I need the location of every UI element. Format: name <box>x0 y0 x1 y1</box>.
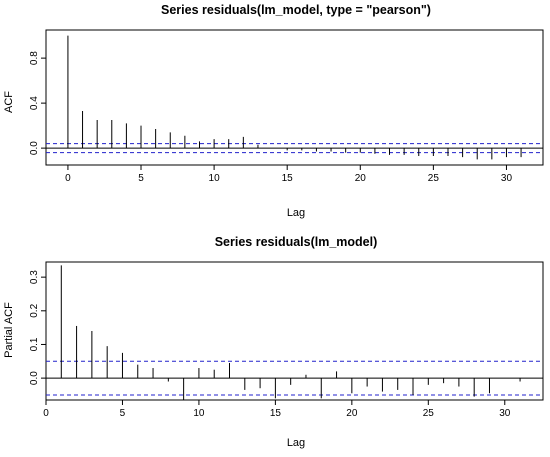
acf-y-axis-label: ACF <box>3 91 15 113</box>
acf-plot-frame <box>45 29 544 166</box>
pacf-x-tick-label: 10 <box>193 408 205 419</box>
acf-confidence-lines <box>46 143 543 154</box>
acf-x-tick-label: 0 <box>65 173 71 184</box>
acf-x-axis-label: Lag <box>287 207 305 219</box>
acf-x-tick-label: 10 <box>209 173 221 184</box>
acf-y-tick-label: 0.4 <box>29 96 40 110</box>
pacf-x-axis-label: Lag <box>287 437 305 449</box>
pacf-y-tick-label: 0.3 <box>29 270 40 284</box>
acf-x-tick-label: 30 <box>501 173 513 184</box>
acf-ticks: 0 5 10 15 20 25 30 0.0 0.4 0.8 <box>29 51 512 184</box>
pacf-y-tick-label: 0.2 <box>29 303 40 317</box>
pacf-x-tick-label: 25 <box>423 408 435 419</box>
pacf-x-tick-label: 20 <box>346 408 358 419</box>
pacf-x-tick-label: 30 <box>499 408 511 419</box>
pacf-x-tick-label: 0 <box>43 408 49 419</box>
pacf-ticks: 0 5 10 15 20 25 30 0.0 0.1 0.2 0.3 <box>29 270 511 419</box>
pacf-x-tick-label: 5 <box>120 408 126 419</box>
acf-x-tick-label: 5 <box>138 173 144 184</box>
acf-y-tick-label: 0.0 <box>29 141 40 155</box>
acf-x-tick-label: 25 <box>428 173 440 184</box>
pacf-chart-title: Series residuals(lm_model) <box>215 235 378 249</box>
acf-x-tick-label: 20 <box>355 173 367 184</box>
pacf-y-tick-label: 0.0 <box>29 371 40 385</box>
pacf-y-tick-label: 0.1 <box>29 337 40 351</box>
pacf-spikes <box>60 265 521 400</box>
acf-y-tick-label: 0.8 <box>29 51 40 65</box>
pacf-confidence-lines <box>46 360 543 396</box>
pacf-panel: Series residuals(lm_model) Lag Partial A… <box>3 235 544 449</box>
acf-panel: Series residuals(lm_model, type = "pears… <box>3 3 544 219</box>
acf-chart-title: Series residuals(lm_model, type = "pears… <box>161 3 431 17</box>
pacf-y-axis-label: Partial ACF <box>3 302 15 358</box>
acf-x-tick-label: 15 <box>282 173 294 184</box>
acf-spikes <box>67 35 522 160</box>
pacf-x-tick-label: 15 <box>270 408 282 419</box>
pacf-plot-frame <box>45 261 544 401</box>
